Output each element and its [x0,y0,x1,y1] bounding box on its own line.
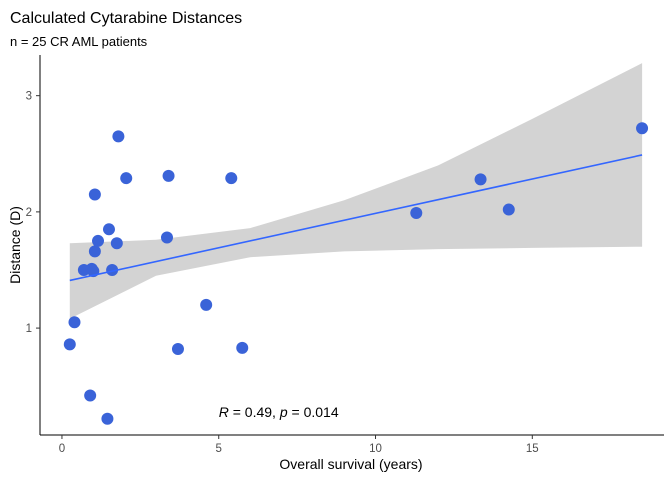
chart-title: Calculated Cytarabine Distances [10,10,242,27]
data-point-8 [88,188,101,201]
data-point-10 [101,412,114,425]
x-axis-title: Overall survival (years) [279,456,422,472]
chart-subtitle: n = 25 CR AML patients [10,34,148,49]
data-point-7 [88,245,101,258]
y-tick-label-1: 1 [26,323,32,335]
data-point-13 [110,237,123,250]
data-point-1 [63,338,76,351]
x-tick-label-15: 15 [526,443,539,455]
data-point-21 [236,341,249,354]
data-point-19 [200,298,213,311]
y-axis-title: Distance (D) [7,206,23,284]
data-point-23 [474,173,487,186]
data-point-17 [162,169,175,182]
x-tick-label-10: 10 [369,443,382,455]
data-point-11 [102,223,115,236]
y-tick-label-2: 2 [26,207,32,219]
stats-annotation: R = 0.49, p = 0.014 [219,404,339,420]
x-tick-label-5: 5 [216,443,222,455]
data-point-18 [171,343,184,356]
x-tick-label-0: 0 [59,443,65,455]
data-point-4 [84,389,97,402]
data-point-24 [502,203,515,216]
data-point-20 [225,172,238,185]
data-point-16 [160,231,173,244]
regression-line [69,154,643,282]
data-point-12 [106,263,119,276]
data-point-25 [636,122,649,135]
data-point-14 [112,130,125,143]
confidence-band [69,63,643,319]
data-point-2 [68,316,81,329]
data-point-15 [120,172,133,185]
y-tick-label-3: 3 [26,91,32,103]
data-point-22 [410,207,423,220]
plot-area: 0 5 10 15 1 2 3 R = 0.49, p = 0.014 [26,55,664,455]
data-point-9 [92,234,105,247]
